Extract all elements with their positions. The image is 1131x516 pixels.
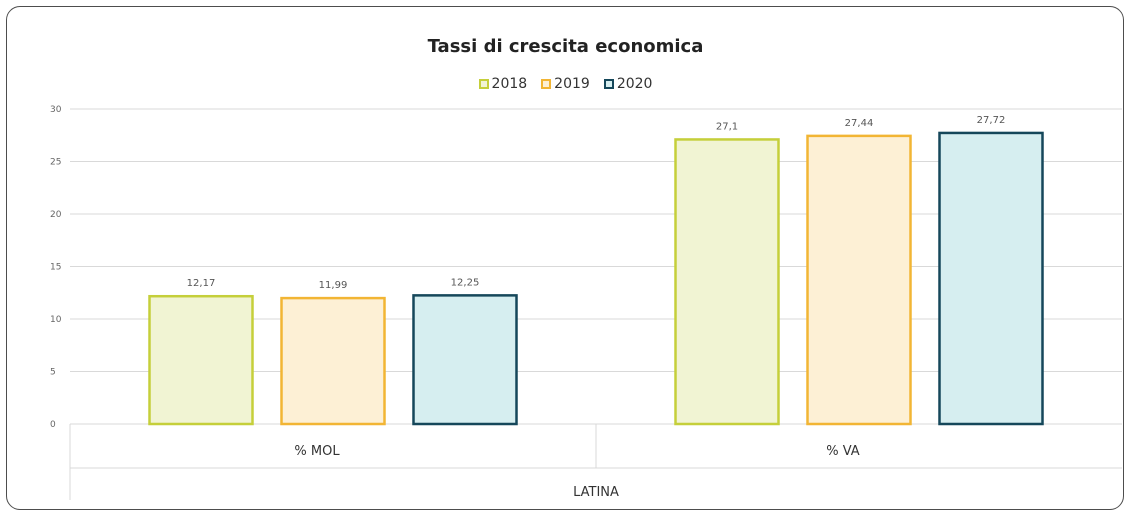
bar-2019-0 xyxy=(282,298,385,424)
bar-2018-0 xyxy=(150,296,253,424)
data-label-2020-0: 12,25 xyxy=(451,277,480,288)
category-label-0: % MOL xyxy=(294,444,340,459)
y-tick-label-10: 10 xyxy=(50,315,62,325)
y-tick-label-20: 20 xyxy=(50,210,62,220)
group-label: LATINA xyxy=(573,485,619,500)
data-label-2019-1: 27,44 xyxy=(845,118,874,129)
y-tick-label-0: 0 xyxy=(50,420,56,430)
y-tick-label-25: 25 xyxy=(50,158,61,168)
bar-2020-0 xyxy=(414,295,517,424)
y-tick-label-5: 5 xyxy=(50,368,56,378)
bar-2018-1 xyxy=(676,139,779,424)
data-label-2019-0: 11,99 xyxy=(319,280,348,291)
data-label-2018-1: 27,1 xyxy=(716,121,738,132)
y-tick-label-15: 15 xyxy=(50,263,61,273)
bar-2019-1 xyxy=(808,136,911,424)
data-label-2020-1: 27,72 xyxy=(977,115,1006,126)
data-label-2018-0: 12,17 xyxy=(187,278,216,289)
category-label-1: % VA xyxy=(826,444,860,459)
bar-2020-1 xyxy=(940,133,1043,424)
y-tick-label-30: 30 xyxy=(50,105,62,115)
